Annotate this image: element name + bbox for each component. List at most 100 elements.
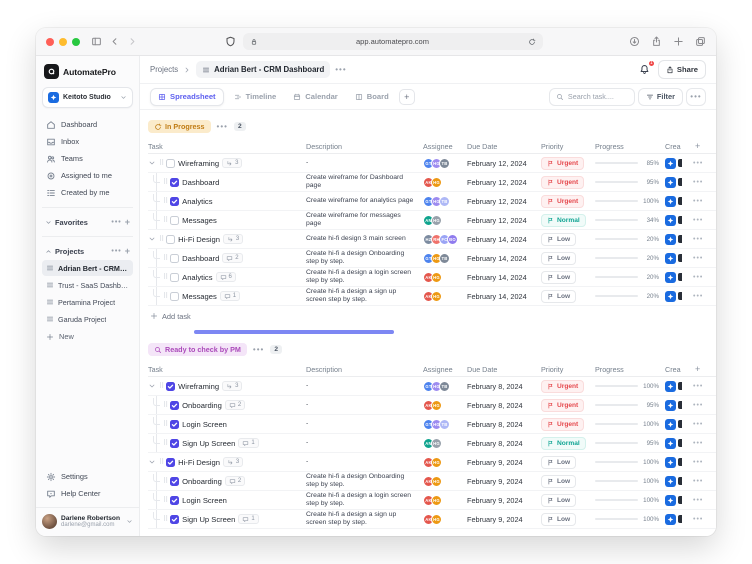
filter-button[interactable]: Filter <box>637 87 683 106</box>
group-status-badge[interactable]: In Progress <box>148 120 211 133</box>
breadcrumb-root[interactable]: Projects <box>150 65 179 74</box>
group-status-badge[interactable]: Ready to check by PM <box>148 343 247 356</box>
task-checkbox[interactable] <box>170 476 180 486</box>
collapse-icon[interactable] <box>148 159 156 167</box>
zoom-window-button[interactable] <box>72 37 80 46</box>
task-checkbox[interactable] <box>170 419 180 429</box>
assignee-avatars[interactable]: GT HG TB <box>423 157 467 169</box>
drag-handle[interactable]: ⠿ <box>163 439 168 447</box>
assignee-avatars[interactable]: AK HG <box>423 290 467 302</box>
task-checkbox[interactable] <box>166 158 176 168</box>
assignee-avatars[interactable]: AN HG <box>423 437 467 449</box>
drag-handle[interactable]: ⠿ <box>163 216 168 224</box>
sidebar-item-help-center[interactable]: Help Center <box>42 485 133 502</box>
task-checkbox[interactable] <box>170 253 180 263</box>
back-icon[interactable] <box>109 36 120 47</box>
priority-badge[interactable]: Low <box>541 232 577 246</box>
table-row[interactable]: ⠿ Onboarding 2 Create hi-fi a design Onb… <box>148 472 716 491</box>
section-projects[interactable]: Projects ••• + <box>42 243 133 259</box>
search-task-box[interactable] <box>548 87 635 106</box>
drag-handle[interactable]: ⠿ <box>163 273 168 281</box>
priority-badge[interactable]: Low <box>541 455 577 469</box>
priority-badge[interactable]: Low <box>541 493 577 507</box>
assignee-avatars[interactable]: GT HG TB <box>423 380 467 392</box>
subtask-badge[interactable]: 3 <box>222 381 243 391</box>
project-item[interactable]: Adrian Bert - CRM Da... <box>42 260 133 276</box>
task-checkbox[interactable] <box>170 196 180 206</box>
comment-badge[interactable]: 1 <box>219 291 241 301</box>
task-checkbox[interactable] <box>170 272 180 282</box>
row-more-button[interactable]: ••• <box>693 401 704 409</box>
row-more-button[interactable]: ••• <box>693 458 704 466</box>
row-more-button[interactable]: ••• <box>693 382 704 390</box>
table-row[interactable]: ⠿ Login Screen Create hi-fi a design a l… <box>148 491 716 510</box>
downloads-icon[interactable] <box>629 36 640 47</box>
row-more-button[interactable]: ••• <box>693 515 704 523</box>
sidebar-item-settings[interactable]: Settings <box>42 468 133 485</box>
priority-badge[interactable]: Urgent <box>541 194 585 208</box>
workspace-switcher[interactable]: Keitoto Studio <box>42 87 133 108</box>
table-row[interactable]: ⠿ Messages 1 Create hi-fi a design a sig… <box>148 287 716 306</box>
sidebar-item-dashboard[interactable]: Dashboard <box>42 116 133 133</box>
task-checkbox[interactable] <box>166 234 176 244</box>
column-header-+[interactable]: + <box>695 364 701 374</box>
horizontal-scrollbar[interactable] <box>194 330 394 334</box>
new-tab-icon[interactable] <box>673 36 684 47</box>
sidebar-item-inbox[interactable]: Inbox <box>42 133 133 150</box>
drag-handle[interactable]: ⠿ <box>163 401 168 409</box>
assignee-avatars[interactable]: AK HG <box>423 399 467 411</box>
subtask-badge[interactable]: 3 <box>222 158 243 168</box>
subtask-badge[interactable]: 3 <box>222 234 244 244</box>
reload-icon[interactable] <box>528 38 536 46</box>
task-checkbox[interactable] <box>170 215 180 225</box>
table-row[interactable]: ⠿ Dashboard Create wireframe for Dashboa… <box>148 173 716 192</box>
priority-badge[interactable]: Normal <box>541 213 586 227</box>
project-item[interactable]: Garuda Project <box>42 311 133 327</box>
table-row[interactable]: ⠿ Wireframing 3 - GT HG TB February 8, 202… <box>148 377 716 396</box>
task-checkbox[interactable] <box>166 457 176 467</box>
task-checkbox[interactable] <box>170 291 180 301</box>
drag-handle[interactable]: ⠿ <box>163 515 168 523</box>
drag-handle[interactable]: ⠿ <box>163 254 168 262</box>
forward-icon[interactable] <box>127 36 138 47</box>
assignee-avatars[interactable]: AK HG <box>423 494 467 506</box>
notifications-button[interactable]: 1 <box>637 59 655 78</box>
drag-handle[interactable]: ⠿ <box>163 496 168 504</box>
add-view-button[interactable]: + <box>398 88 415 105</box>
row-more-button[interactable]: ••• <box>693 420 704 428</box>
collapse-icon[interactable] <box>148 235 156 243</box>
user-menu[interactable]: Darlene Robertson darlene@gmail.com <box>36 507 139 531</box>
assignee-avatars[interactable]: GT HG TB <box>423 418 467 430</box>
task-checkbox[interactable] <box>170 177 180 187</box>
row-more-button[interactable]: ••• <box>693 159 704 167</box>
assignee-avatars[interactable]: AK HG <box>423 176 467 188</box>
priority-badge[interactable]: Urgent <box>541 156 585 170</box>
comment-badge[interactable]: 1 <box>238 514 259 524</box>
subtask-badge[interactable]: 3 <box>222 457 244 467</box>
breadcrumb-current[interactable]: Adrian Bert - CRM Dashboard <box>196 61 331 78</box>
assignee-avatars[interactable]: HZ RH FC BO <box>423 233 467 245</box>
section-more-button[interactable]: ••• <box>111 218 122 226</box>
task-checkbox[interactable] <box>170 438 180 448</box>
priority-badge[interactable]: Urgent <box>541 398 585 412</box>
table-row[interactable]: ⠿ Wireframing 3 - GT HG TB February 12, 20… <box>148 154 716 173</box>
column-header-+[interactable]: + <box>695 141 701 151</box>
row-more-button[interactable]: ••• <box>693 477 704 485</box>
group-more-button[interactable]: ••• <box>216 122 228 131</box>
table-row[interactable]: ⠿ Analytics 6 Create hi-fi a design a lo… <box>148 268 716 287</box>
comment-badge[interactable]: 2 <box>224 476 246 486</box>
shield-icon[interactable] <box>225 36 236 47</box>
browser-share-icon[interactable] <box>651 36 662 47</box>
collapse-icon[interactable] <box>148 382 156 390</box>
address-bar[interactable]: app.automatepro.com <box>242 33 543 50</box>
drag-handle[interactable]: ⠿ <box>163 178 168 186</box>
new-button[interactable]: New <box>42 328 133 345</box>
drag-handle[interactable]: ⠿ <box>163 420 168 428</box>
section-add-button[interactable]: + <box>124 216 130 227</box>
share-button[interactable]: Share <box>657 60 706 79</box>
add-task-button[interactable]: Add task <box>150 308 716 324</box>
row-more-button[interactable]: ••• <box>693 178 704 186</box>
tab-calendar[interactable]: Calendar <box>286 88 345 106</box>
row-more-button[interactable]: ••• <box>693 439 704 447</box>
priority-badge[interactable]: Low <box>541 270 577 284</box>
